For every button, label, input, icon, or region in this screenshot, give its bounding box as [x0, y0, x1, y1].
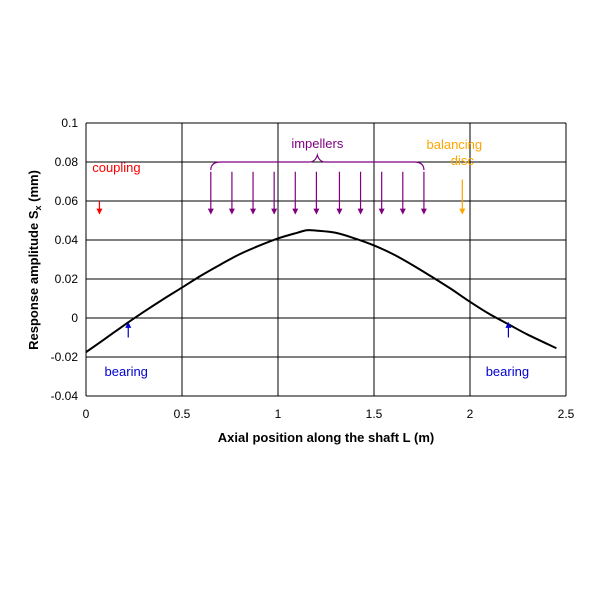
impeller-arrow-head: [357, 208, 364, 215]
impeller-arrow: [420, 171, 427, 215]
balancing-disc-arrow-head: [459, 208, 466, 215]
y-tick-labels: -0.04 -0.02 0 0.02 0.04 0.06 0.08 0.1: [51, 116, 79, 403]
bearing-right-arrow-head: [505, 321, 512, 328]
impeller-arrow: [207, 171, 214, 215]
impeller-arrow: [271, 171, 278, 215]
impeller-arrow-head: [207, 208, 214, 215]
y-axis-title-sub: x: [33, 205, 43, 210]
coupling-arrow: [96, 201, 103, 215]
impeller-arrow-head: [378, 208, 385, 215]
plot-area: [86, 123, 566, 396]
impeller-arrow: [336, 171, 343, 215]
bearing-left-label: bearing: [105, 364, 148, 379]
y-tick-label: 0.02: [55, 272, 79, 286]
bearing-left-arrow: [125, 321, 132, 338]
y-tick-label: -0.02: [51, 350, 79, 364]
impeller-arrow-head: [313, 208, 320, 215]
impeller-arrow-head: [399, 208, 406, 215]
bearing-right-label: bearing: [486, 364, 529, 379]
y-tick-label: 0.06: [55, 194, 79, 208]
impeller-arrow: [378, 171, 385, 215]
y-axis-title-main: Response amplitude S: [26, 210, 41, 350]
y-tick-label: 0.1: [61, 116, 78, 130]
y-axis-title-tail: (mm): [26, 170, 41, 205]
impeller-arrow-head: [250, 208, 257, 215]
y-tick-label: 0.04: [55, 233, 79, 247]
coupling-label: coupling: [92, 160, 140, 175]
impeller-arrow-head: [292, 208, 299, 215]
coupling-arrow-head: [96, 208, 103, 215]
bearing-left-arrow-head: [125, 321, 132, 328]
x-tick-label: 1: [275, 407, 282, 421]
response-curve: [85, 229, 557, 353]
gridlines: [85, 122, 567, 397]
series-layer: [85, 229, 557, 353]
x-tick-label: 0.5: [174, 407, 191, 421]
y-tick-label: -0.04: [51, 389, 79, 403]
impeller-arrow: [313, 171, 320, 215]
x-tick-labels: 0 0.5 1 1.5 2 2.5: [83, 407, 575, 421]
balancing-disc-arrow: [459, 179, 466, 215]
x-tick-label: 2: [467, 407, 474, 421]
impeller-arrow-head: [228, 208, 235, 215]
balancing-disc-label-line2: disc: [451, 153, 475, 168]
x-tick-label: 1.5: [366, 407, 383, 421]
impeller-arrow-head: [271, 208, 278, 215]
bearing-right-arrow: [505, 321, 512, 338]
y-tick-label: 0.08: [55, 155, 79, 169]
x-axis-title: Axial position along the shaft L (m): [218, 430, 434, 445]
impeller-arrow: [228, 171, 235, 215]
impeller-arrow: [357, 171, 364, 215]
impeller-arrow: [250, 171, 257, 215]
y-tick-label: 0: [71, 311, 78, 325]
x-tick-label: 0: [83, 407, 90, 421]
x-tick-label: 2.5: [558, 407, 575, 421]
impellers-brace: [210, 152, 425, 171]
y-axis-title: Response amplitude Sx (mm): [26, 170, 43, 350]
impellers-label: impellers: [291, 136, 344, 151]
impeller-arrow-head: [420, 208, 427, 215]
impeller-arrow-head: [336, 208, 343, 215]
balancing-disc-label-line1: balancing: [426, 137, 482, 152]
impeller-arrow: [292, 171, 299, 215]
impeller-arrow: [399, 171, 406, 215]
